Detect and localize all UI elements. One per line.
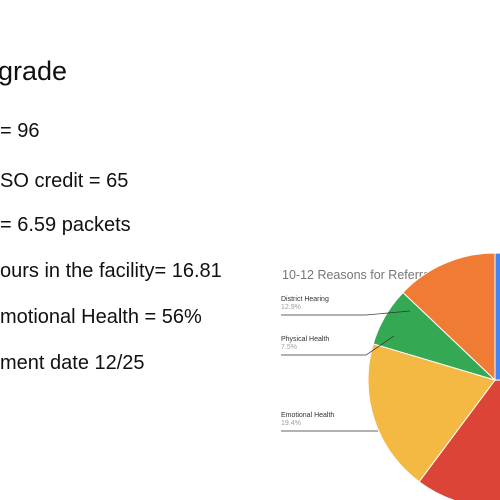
- pie-slice-district-hearing: [402, 252, 496, 382]
- slice-percent: 7.5%: [281, 344, 297, 352]
- slice-label-district-hearing: District Hearing 12.9%: [281, 296, 329, 312]
- slice-label-emotional-health: Emotional Health 19.4%: [281, 412, 334, 428]
- bullet-item: = 6.59 packets: [0, 214, 131, 236]
- bullet-item: motional Health = 56%: [0, 306, 202, 328]
- slice-name: Physical Health: [281, 336, 330, 343]
- pie-slice-emotional-health: [367, 343, 496, 483]
- slice-percent: 19.4%: [281, 420, 301, 428]
- slice-label-physical-health: Physical Health 7.5%: [281, 336, 329, 352]
- bullet-item: SO credit = 65: [0, 170, 129, 192]
- bullet-item: = 96: [0, 120, 40, 142]
- pie-slice-blue: [494, 252, 500, 381]
- leader-line-physical-health: [281, 335, 395, 356]
- pie-slice-red: [418, 379, 500, 500]
- bullet-item: ours in the facility= 16.81: [0, 260, 222, 282]
- slice-percent: 12.9%: [281, 304, 301, 312]
- slide-title: grade: [0, 56, 68, 86]
- bullet-item: ment date 12/25: [0, 352, 145, 374]
- slice-name: Emotional Health: [281, 412, 335, 419]
- slice-name: District Hearing: [281, 296, 329, 303]
- leader-line-district-hearing: [281, 310, 411, 316]
- chart-title: 10-12 Reasons for Referral: [282, 268, 433, 282]
